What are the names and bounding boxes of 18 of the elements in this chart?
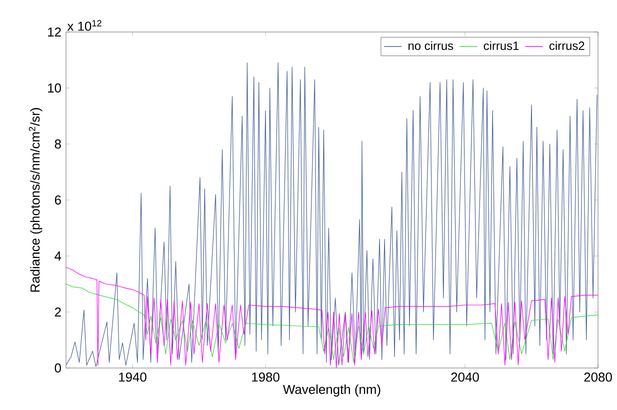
x-tick-label: 1940 xyxy=(119,372,146,382)
x-tick-label: 2080 xyxy=(584,372,612,382)
y-tick-label: 8 xyxy=(54,139,61,149)
x-tick-label: 2040 xyxy=(451,372,479,382)
legend-label: no cirrus xyxy=(408,41,454,50)
y-tick-label: 0 xyxy=(54,363,61,373)
y-tick-label: 2 xyxy=(54,307,61,317)
y-tick-label: 12 xyxy=(48,27,61,37)
legend-label: cirrus2 xyxy=(549,41,584,50)
x-axis-title: Wavelength (nm) xyxy=(283,384,380,397)
y-tick-label: 10 xyxy=(48,83,61,93)
line-series xyxy=(66,62,598,367)
legend-label: cirrus1 xyxy=(484,41,519,50)
text: x 10$^{12}$ xyxy=(67,20,102,31)
x-tick-label: 1980 xyxy=(252,372,280,382)
y-axis-title: Radiance (photons/s/nm/cm$^{2}$/sr) xyxy=(28,108,42,292)
y-tick-label: 6 xyxy=(54,195,61,205)
y-tick-label: 4 xyxy=(54,252,62,260)
